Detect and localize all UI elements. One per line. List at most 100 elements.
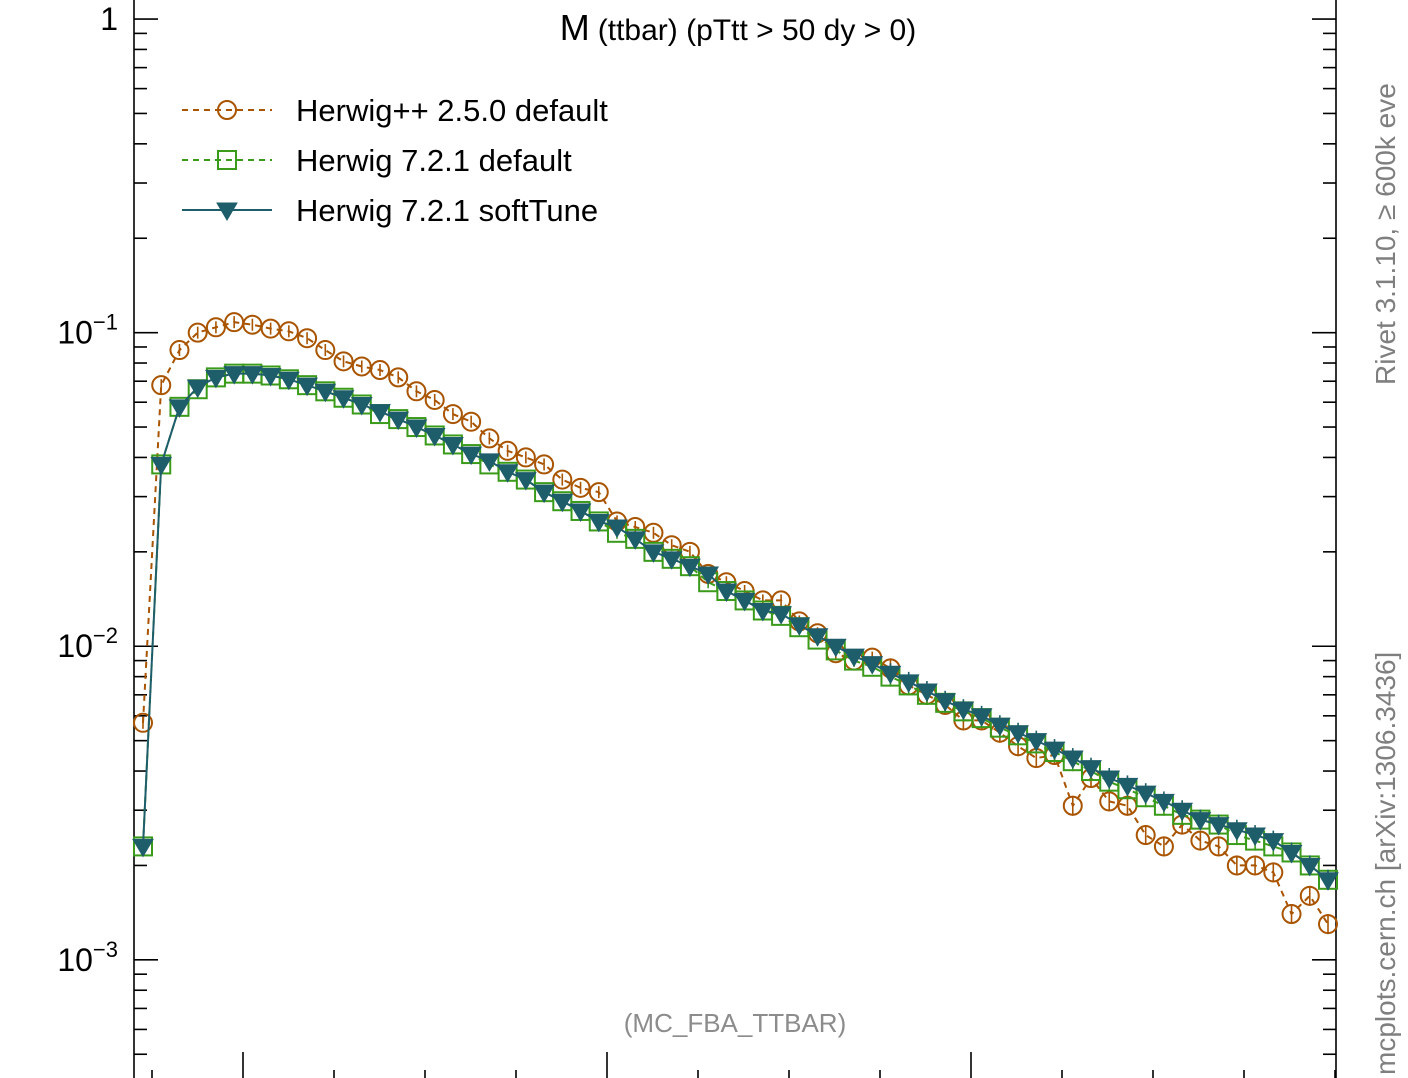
y-axis-ticks <box>134 18 1336 1056</box>
data-point <box>534 454 555 475</box>
legend-label: Herwig 7.2.1 softTune <box>296 193 598 228</box>
data-point <box>770 606 792 625</box>
data-point <box>333 351 354 372</box>
plot-frame <box>133 0 1337 1078</box>
data-point <box>1099 791 1120 812</box>
legend-label: Herwig 7.2.1 default <box>296 143 572 178</box>
data-point <box>315 340 336 361</box>
y-tick-label-base: 10 <box>57 315 93 351</box>
legend-marker <box>217 150 237 170</box>
data-point <box>150 456 173 476</box>
data-point <box>370 360 390 381</box>
data-point <box>551 493 574 513</box>
data-point <box>1299 885 1320 906</box>
series-2 <box>133 363 1338 890</box>
data-point <box>168 399 191 418</box>
data-point <box>479 428 500 449</box>
legend-label: Herwig++ 2.5.0 default <box>296 93 608 128</box>
data-point <box>660 551 683 570</box>
data-point <box>1061 750 1084 770</box>
data-point <box>642 544 665 563</box>
data-point <box>1007 725 1029 744</box>
y-tick-label-base: 10 <box>57 942 93 978</box>
x-axis-ticks <box>151 1052 1336 1078</box>
data-point <box>388 367 409 388</box>
data-point <box>461 411 482 432</box>
data-point <box>1080 760 1102 779</box>
data-point <box>205 369 227 389</box>
data-point <box>423 427 446 447</box>
data-point <box>186 379 209 399</box>
data-point <box>733 592 756 612</box>
data-point <box>296 377 318 397</box>
data-point <box>205 317 226 338</box>
data-point <box>460 446 483 466</box>
data-point <box>952 701 975 721</box>
legend-marker <box>217 100 237 120</box>
data-point <box>496 464 519 483</box>
data-point <box>715 583 738 603</box>
data-point <box>515 447 536 468</box>
data-point <box>151 375 172 396</box>
data-point <box>970 708 993 727</box>
data-point <box>1281 904 1302 925</box>
data-point <box>223 366 246 385</box>
series-3 <box>132 366 1339 891</box>
mcplots-label: mcplots.cern.ch [arXiv:1306.3436] <box>1370 652 1401 1075</box>
legend: Herwig++ 2.5.0 default Herwig 7.2.1 defau… <box>182 93 608 228</box>
data-point <box>843 648 865 668</box>
series-line <box>142 321 1329 925</box>
data-point <box>277 371 300 391</box>
data-point <box>1298 857 1321 877</box>
y-tick-label-exponent: −2 <box>93 623 118 648</box>
data-point <box>405 419 428 439</box>
y-tick-label: 1 <box>100 1 118 37</box>
analysis-tag: (MC_FBA_TTBAR) <box>624 1008 846 1038</box>
data-point <box>497 440 518 461</box>
data-point <box>552 469 573 490</box>
data-point <box>751 603 774 622</box>
data-point <box>1263 862 1284 883</box>
data-point <box>861 656 884 675</box>
legend-marker <box>216 202 238 221</box>
data-point <box>988 717 1011 737</box>
y-tick-label: 10−2 <box>57 623 118 664</box>
y-tick-label: 10−1 <box>57 310 118 351</box>
data-point <box>587 513 610 533</box>
data-point <box>606 519 628 538</box>
data-point <box>1245 855 1266 876</box>
rivet-version-label: Rivet 3.1.10, ≥ 600k eve <box>1370 83 1401 385</box>
data-point <box>1135 825 1156 846</box>
data-point <box>1280 844 1303 864</box>
data-point <box>1208 836 1229 857</box>
y-tick-label-exponent: −1 <box>93 310 118 335</box>
data-point <box>259 368 282 387</box>
data-point <box>1043 741 1066 761</box>
data-point <box>242 314 263 335</box>
data-point <box>514 472 537 491</box>
data-point <box>169 340 190 361</box>
data-point <box>442 436 464 456</box>
data-point <box>824 638 847 658</box>
data-point <box>879 665 902 685</box>
data-point <box>387 411 410 431</box>
data-point <box>442 404 463 425</box>
data-point <box>1207 817 1230 836</box>
plot-title: M (ttbar) (pTtt > 50 dy > 0) <box>560 7 916 48</box>
y-tick-label: 10−3 <box>57 937 118 978</box>
data-point <box>332 390 355 409</box>
data-point <box>624 531 647 550</box>
data-point <box>1225 822 1248 841</box>
data-point <box>788 617 811 636</box>
data-point <box>424 389 445 410</box>
data-point <box>1062 795 1083 816</box>
data-point <box>1153 793 1175 813</box>
data-point <box>897 674 920 693</box>
data-point <box>1025 733 1048 752</box>
data-point <box>133 712 153 733</box>
data-point <box>369 404 391 423</box>
title-sub: (ttbar) (pTtt > 50 dy > 0) <box>598 14 916 47</box>
legend-item-1: Herwig++ 2.5.0 default <box>182 93 608 128</box>
series-layer <box>132 312 1339 935</box>
data-point <box>697 566 720 585</box>
